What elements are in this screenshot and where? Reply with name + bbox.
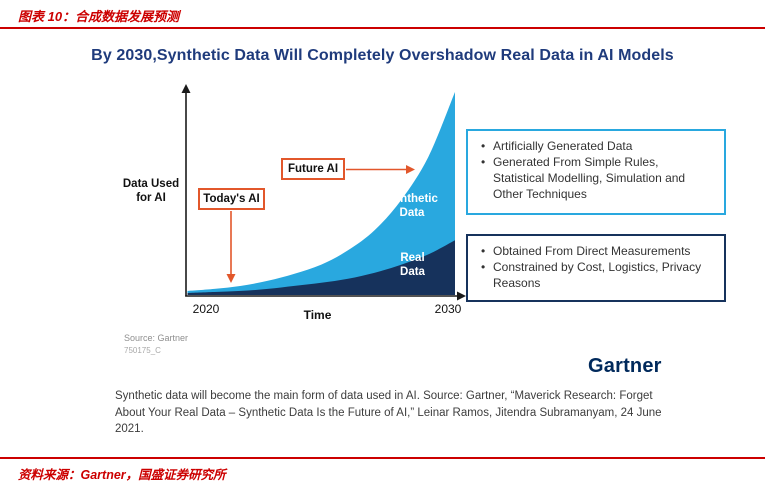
footer-source: 资料来源：Gartner，国盛证券研究所 xyxy=(18,468,226,482)
y-axis-label: Data Used for AI xyxy=(119,177,183,206)
future-ai-callout: Future AI xyxy=(281,158,345,180)
y-axis-label-line2: for AI xyxy=(136,192,166,205)
x-axis-arrow-icon xyxy=(457,291,466,301)
gartner-logo: Gartner xyxy=(588,355,662,377)
real-data-label-line2: Data xyxy=(400,265,425,278)
chart-axes xyxy=(185,91,459,297)
today-arrowhead-icon xyxy=(226,274,236,283)
real-data-annotation-box: Obtained From Direct MeasurementsConstra… xyxy=(466,234,726,302)
chart-areas xyxy=(187,92,455,295)
real-annotation-list: Obtained From Direct MeasurementsConstra… xyxy=(480,244,712,292)
chart-source-code: 750175_C xyxy=(124,346,161,355)
real-data-area xyxy=(187,240,455,295)
chart-title: By 2030,Synthetic Data Will Completely O… xyxy=(91,47,674,64)
annotation-bullet: Artificially Generated Data xyxy=(480,139,712,155)
real-data-label: Real Data xyxy=(385,252,440,280)
figure-label: 图表 10：合成数据发展预测 xyxy=(18,9,180,24)
annotation-bullet: Constrained by Cost, Logistics, Privacy … xyxy=(480,260,712,292)
x-tick-2020: 2020 xyxy=(192,302,220,316)
header-rule xyxy=(0,27,765,29)
y-axis-label-line1: Data Used xyxy=(122,178,180,190)
annotation-bullet: Obtained From Direct Measurements xyxy=(480,244,712,260)
annotation-bullet: Generated From Simple Rules, Statistical… xyxy=(480,155,712,203)
x-tick-2030: 2030 xyxy=(434,302,462,316)
synthetic-data-area xyxy=(187,92,455,295)
synthetic-data-label-line2: Data xyxy=(399,206,425,219)
synthetic-annotation-list: Artificially Generated DataGenerated Fro… xyxy=(480,139,712,203)
figure-caption: Synthetic data will become the main form… xyxy=(115,390,662,436)
x-axis-label: Time xyxy=(303,308,332,322)
synthetic-data-label: Synthetic Data xyxy=(379,193,445,221)
synthetic-data-annotation-box: Artificially Generated DataGenerated Fro… xyxy=(466,129,726,215)
todays-ai-callout: Today's AI xyxy=(198,188,265,210)
future-arrowhead-icon xyxy=(406,165,415,174)
footer-rule xyxy=(0,457,765,459)
y-axis-arrow-icon xyxy=(181,84,191,93)
synthetic-data-label-line1: Synthetic xyxy=(386,193,438,205)
real-data-label-line1: Real xyxy=(400,252,425,264)
callout-connectors xyxy=(230,168,408,276)
chart-source-note: Source: Gartner xyxy=(124,333,189,343)
